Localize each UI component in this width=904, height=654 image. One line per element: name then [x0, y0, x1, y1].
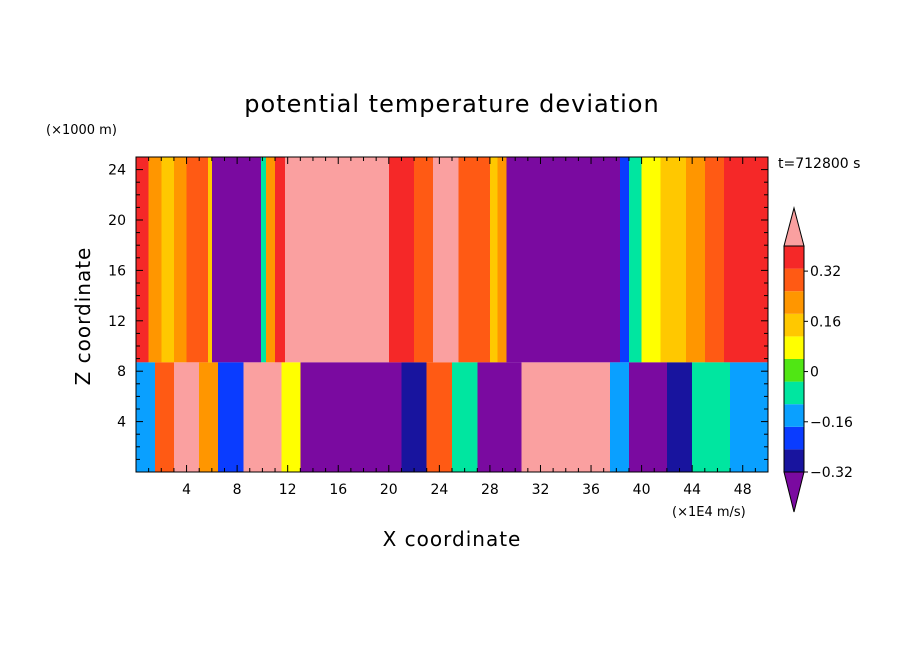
colorbar-swatch [784, 381, 804, 405]
y-axis: 4 8 12 16 20 24 [108, 156, 768, 473]
lower-layer-field [136, 362, 768, 472]
plot-area [135, 156, 769, 473]
x-tick-label: 16 [329, 482, 347, 498]
colorbar-extend-bottom [783, 471, 805, 513]
upper-layer-field [136, 157, 768, 363]
y-tick-label: 20 [108, 213, 126, 229]
colorbar-swatch [784, 336, 804, 359]
x-unit-label: (×1E4 m/s) [672, 505, 746, 520]
colorbar-tick-label: 0 [810, 365, 819, 381]
x-tick-label: 32 [532, 482, 550, 498]
colorbar-swatch [784, 246, 804, 269]
y-tick-label: 4 [117, 415, 126, 431]
time-label: t=712800 s [778, 156, 860, 172]
x-tick-label: 20 [380, 482, 398, 498]
x-tick-label: 28 [481, 482, 499, 498]
colorbar-tick-label: 0.32 [810, 264, 841, 280]
colorbar-swatch [784, 291, 804, 314]
chart-title: potential temperature deviation [244, 90, 659, 118]
y-tick-label: 8 [117, 364, 126, 380]
colorbar-tick-label: −0.32 [810, 465, 853, 481]
x-tick-label: 24 [430, 482, 448, 498]
x-tick-label: 36 [582, 482, 600, 498]
colorbar-swatch [784, 359, 804, 382]
x-tick-label: 4 [182, 482, 191, 498]
y-tick-label: 16 [108, 263, 126, 279]
x-tick-label: 44 [683, 482, 701, 498]
x-tick-label: 48 [734, 482, 752, 498]
colorbar-swatch [784, 449, 804, 472]
colorbar-tick-label: −0.16 [810, 415, 853, 431]
colorbar-tick-label: 0.16 [810, 314, 841, 330]
x-axis: 4 8 12 16 20 24 28 32 36 40 44 48 [135, 157, 769, 498]
colorbar: −0.32 −0.16 0 0.16 0.32 [783, 206, 853, 513]
y-axis-title: Z coordinate [71, 247, 95, 386]
colorbar-swatch [784, 268, 804, 292]
y-unit-label: (×1000 m) [46, 123, 117, 138]
x-axis-title: X coordinate [383, 527, 522, 551]
colorbar-swatch [784, 404, 804, 427]
y-tick-label: 12 [108, 314, 126, 330]
y-tick-label: 24 [108, 163, 126, 179]
colorbar-swatch [784, 426, 804, 450]
x-tick-label: 8 [233, 482, 242, 498]
colorbar-extend-top [783, 206, 805, 247]
colorbar-frame [783, 245, 805, 473]
x-tick-label: 40 [633, 482, 651, 498]
x-tick-label: 12 [279, 482, 297, 498]
colorbar-swatch [784, 313, 804, 337]
